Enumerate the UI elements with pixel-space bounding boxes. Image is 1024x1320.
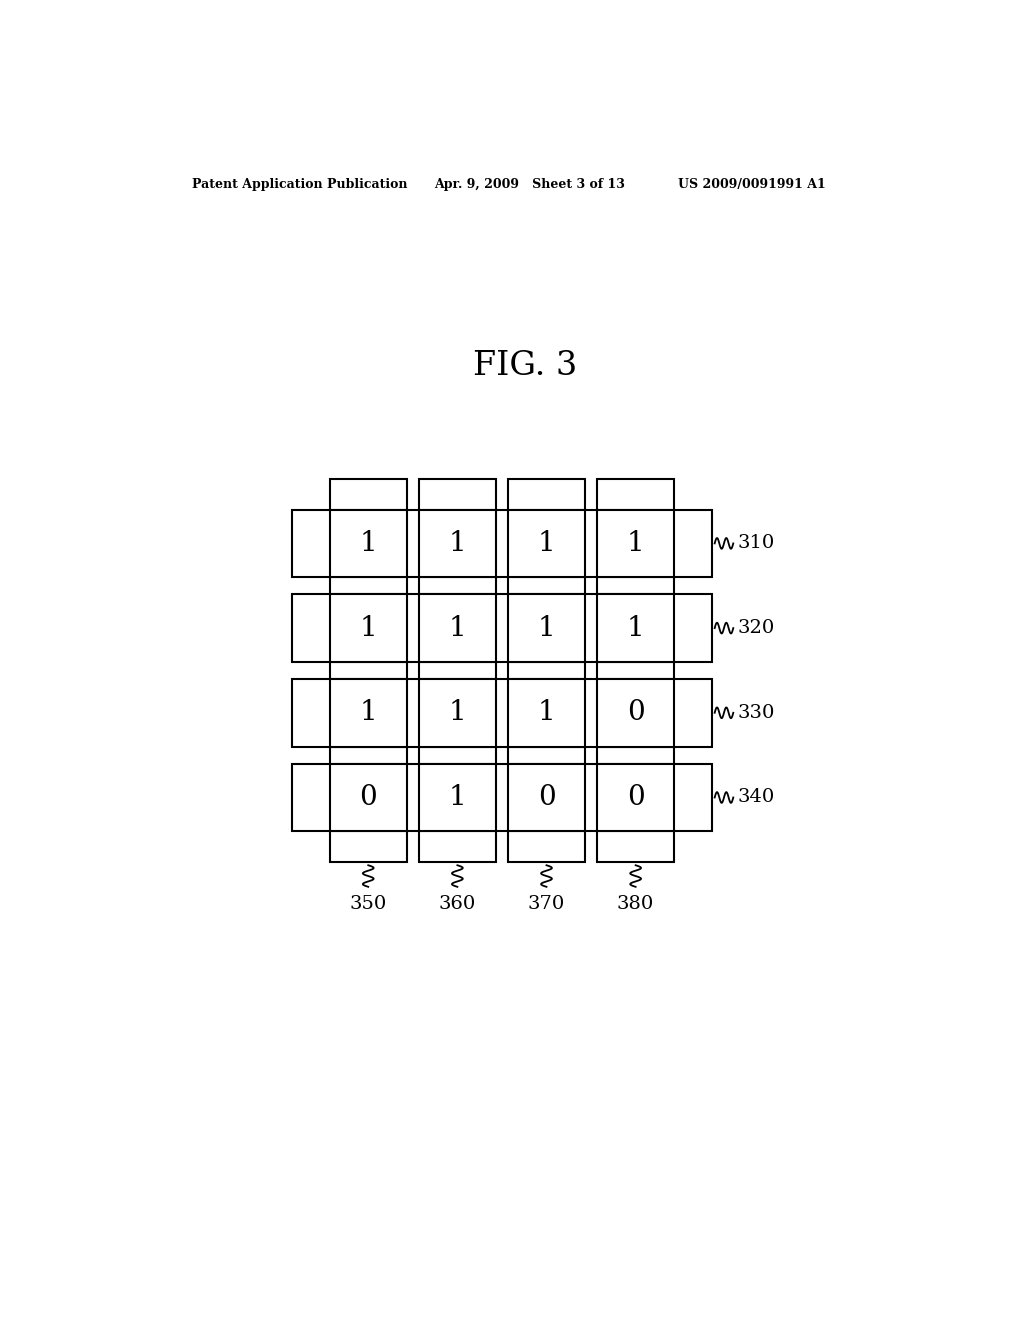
Text: 1: 1 (538, 529, 555, 557)
Text: 1: 1 (359, 700, 377, 726)
Text: 360: 360 (438, 895, 476, 912)
Text: 310: 310 (737, 535, 774, 552)
Text: 380: 380 (617, 895, 654, 912)
Text: 0: 0 (359, 784, 377, 810)
Bar (330, 510, 407, 577)
Bar (292, 763, 712, 832)
Bar (419, 479, 496, 862)
Bar (508, 678, 586, 747)
Text: 0: 0 (538, 784, 555, 810)
Bar (330, 678, 407, 747)
Text: 1: 1 (359, 615, 377, 642)
Text: 330: 330 (737, 704, 774, 722)
Text: 1: 1 (627, 529, 644, 557)
Text: 1: 1 (449, 700, 466, 726)
Text: 350: 350 (349, 895, 387, 912)
Text: 1: 1 (538, 615, 555, 642)
Text: 0: 0 (627, 700, 644, 726)
Text: 340: 340 (737, 788, 774, 807)
Bar (508, 763, 586, 832)
Text: 370: 370 (528, 895, 565, 912)
Bar (508, 510, 586, 577)
Text: FIG. 3: FIG. 3 (473, 350, 577, 383)
Text: 1: 1 (449, 529, 466, 557)
Bar (292, 510, 712, 577)
Text: US 2009/0091991 A1: US 2009/0091991 A1 (678, 178, 826, 190)
Text: 0: 0 (627, 784, 644, 810)
Text: 1: 1 (627, 615, 644, 642)
Bar (508, 479, 586, 862)
Bar (419, 594, 496, 663)
Text: Apr. 9, 2009   Sheet 3 of 13: Apr. 9, 2009 Sheet 3 of 13 (434, 178, 625, 190)
Bar (597, 594, 675, 663)
Bar (330, 763, 407, 832)
Text: 1: 1 (449, 615, 466, 642)
Bar (419, 678, 496, 747)
Bar (597, 510, 675, 577)
Bar (330, 479, 407, 862)
Text: 320: 320 (737, 619, 774, 638)
Bar (330, 594, 407, 663)
Text: 1: 1 (538, 700, 555, 726)
Text: Patent Application Publication: Patent Application Publication (191, 178, 408, 190)
Bar (419, 510, 496, 577)
Bar (419, 763, 496, 832)
Bar (597, 763, 675, 832)
Bar (508, 594, 586, 663)
Bar (597, 678, 675, 747)
Bar (292, 678, 712, 747)
Text: 1: 1 (359, 529, 377, 557)
Bar (292, 594, 712, 663)
Text: 1: 1 (449, 784, 466, 810)
Bar (597, 479, 675, 862)
